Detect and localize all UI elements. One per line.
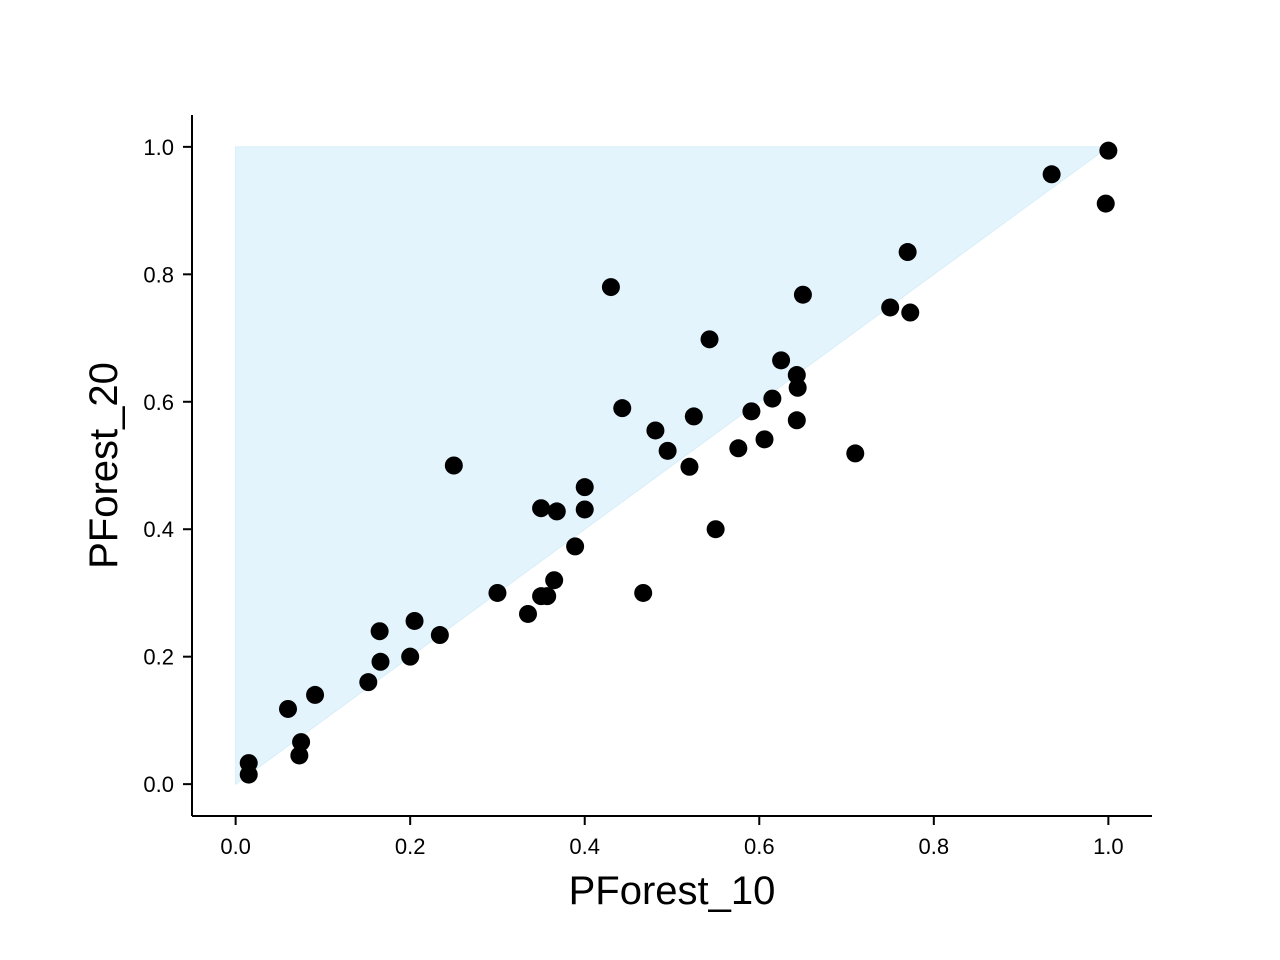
data-point [538, 587, 557, 606]
data-point [634, 583, 653, 602]
data-point [545, 571, 564, 590]
x-tick-label: 0.6 [744, 834, 775, 859]
data-point [772, 351, 791, 370]
data-point [846, 444, 865, 463]
data-point [292, 733, 311, 752]
data-point [405, 611, 424, 630]
data-point [430, 626, 449, 645]
data-point [742, 402, 761, 421]
data-point [684, 407, 703, 426]
data-point [706, 520, 725, 539]
data-point [658, 441, 677, 460]
x-axis-ticks: 0.0 0.2 0.4 0.6 0.8 1.0 [220, 816, 1124, 859]
data-point [787, 411, 806, 430]
data-point [763, 389, 782, 408]
data-point [519, 604, 537, 623]
data-point [370, 622, 389, 641]
y-tick-label: 0.0 [143, 772, 174, 797]
data-point [444, 456, 463, 475]
data-point [239, 765, 258, 784]
x-tick-label: 0.4 [569, 834, 600, 859]
y-tick-label: 0.8 [143, 262, 174, 287]
y-tick-label: 0.4 [143, 517, 174, 542]
data-point [646, 421, 665, 440]
x-tick-label: 0.2 [395, 834, 426, 859]
data-point [729, 439, 748, 458]
x-tick-label: 0.0 [220, 834, 251, 859]
data-point [787, 366, 806, 385]
x-tick-label: 0.8 [919, 834, 950, 859]
data-point [613, 399, 632, 418]
data-point [575, 500, 594, 519]
y-axis-ticks: 0.0 0.2 0.4 0.6 0.8 1.0 [143, 135, 192, 797]
data-point [1042, 165, 1061, 184]
data-point [793, 285, 812, 304]
data-point [601, 278, 620, 297]
data-point [575, 478, 594, 497]
data-point [290, 746, 309, 765]
data-point [788, 378, 807, 397]
x-axis-title: PForest_10 [569, 869, 776, 913]
y-axis-title: PForest_20 [82, 362, 126, 569]
data-point [279, 699, 297, 718]
x-tick-label: 1.0 [1093, 834, 1124, 859]
data-point [680, 457, 699, 476]
data-point [306, 685, 325, 704]
data-point [1099, 141, 1118, 160]
data-point [488, 583, 507, 602]
data-point [898, 243, 917, 262]
data-point [901, 303, 920, 322]
data-point [359, 673, 378, 692]
data-point [1096, 194, 1115, 213]
data-point [881, 298, 900, 317]
data-point [547, 502, 566, 521]
data-point [700, 330, 719, 349]
y-tick-label: 1.0 [143, 135, 174, 160]
data-point [371, 652, 390, 671]
data-point [401, 647, 420, 666]
data-points [239, 141, 1118, 784]
data-point [755, 430, 774, 449]
data-point [532, 499, 551, 518]
y-tick-label: 0.2 [143, 645, 174, 670]
y-tick-label: 0.6 [143, 390, 174, 415]
data-point [566, 537, 585, 556]
